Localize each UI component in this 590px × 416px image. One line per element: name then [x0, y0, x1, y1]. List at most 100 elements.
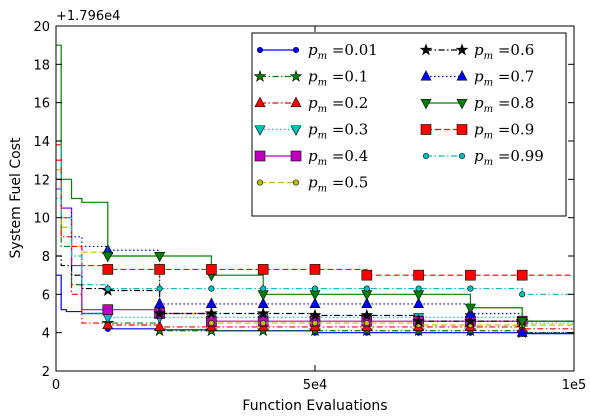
legend-marker	[456, 124, 468, 135]
series-0-99	[56, 140, 574, 298]
data-point	[311, 285, 319, 292]
legend-label: pm =0.01	[308, 41, 378, 62]
y-axis-title: System Fuel Cost	[8, 137, 24, 258]
legend-entry: pm =0.7	[420, 68, 534, 89]
data-point	[516, 326, 528, 337]
y-tick-label: 12	[33, 173, 50, 188]
legend-entry: pm =0.6	[419, 41, 534, 62]
legend-label: pm =0.6	[474, 41, 534, 62]
data-point	[413, 269, 424, 281]
data-point	[153, 306, 166, 319]
data-point	[154, 251, 166, 263]
y-tick-label: 8	[42, 250, 50, 265]
y-tick-label: 16	[33, 97, 50, 112]
data-point	[102, 264, 114, 275]
data-point	[361, 290, 373, 301]
data-point	[308, 308, 322, 321]
legend-marker	[292, 46, 300, 54]
legend-label: pm =0.5	[308, 174, 368, 195]
data-point	[464, 314, 477, 327]
data-point	[257, 264, 269, 275]
data-point	[102, 318, 114, 330]
legend-marker	[290, 96, 302, 108]
x-axis-title: Function Evaluations	[242, 398, 387, 414]
data-point	[256, 306, 270, 319]
data-point	[516, 269, 528, 281]
data-point	[516, 317, 528, 328]
legend-label: pm =0.9	[474, 121, 534, 142]
legend-marker	[292, 179, 300, 186]
legend-marker	[254, 125, 266, 136]
series-layer	[56, 44, 574, 339]
data-point	[260, 320, 267, 327]
data-point	[519, 291, 526, 298]
data-point	[360, 308, 374, 321]
legend-marker	[420, 124, 432, 135]
legend-label: pm =0.8	[474, 94, 534, 115]
legend-entry: pm =0.1	[253, 68, 368, 89]
legend-marker	[419, 43, 433, 56]
legend-marker	[256, 46, 264, 54]
legend-marker	[420, 70, 432, 81]
legend-entry: pm =0.4	[254, 147, 368, 168]
legend-marker	[256, 179, 264, 186]
y-tick-label: 4	[42, 327, 50, 342]
legend-entry: pm =0.01	[256, 41, 378, 62]
legend-marker	[289, 69, 303, 82]
data-point	[309, 290, 321, 301]
x-tick-label: 1e5	[562, 378, 587, 393]
legend-marker	[254, 150, 266, 162]
data-point	[311, 320, 319, 327]
data-point	[363, 320, 370, 327]
legend-entry: pm =0.5	[256, 174, 368, 195]
legend-marker	[456, 98, 468, 110]
legend-marker	[420, 98, 432, 110]
data-point	[309, 297, 321, 308]
y-tick-label: 14	[33, 135, 50, 150]
y-tick-label: 18	[33, 58, 50, 73]
data-point	[467, 285, 474, 292]
data-point	[154, 320, 166, 331]
legend-label: pm =0.1	[308, 68, 368, 89]
ticks-layer: 0 5e4 1e5 2 4 6 8 10 12 14 16 18 20	[33, 20, 586, 393]
legend-entry: pm =0.3	[254, 121, 368, 142]
legend-label: pm =0.4	[308, 147, 368, 168]
legend-label: pm =0.99	[474, 147, 544, 168]
legend-marker	[458, 152, 466, 160]
data-point	[208, 320, 215, 327]
data-point	[413, 290, 425, 301]
data-point	[205, 297, 217, 308]
legend-marker	[422, 152, 430, 160]
data-point	[104, 285, 111, 292]
data-point	[260, 285, 267, 292]
legend-label: pm =0.3	[308, 121, 368, 142]
legend-entry: pm =0.9	[420, 121, 534, 142]
data-point	[154, 264, 165, 275]
y-tick-label: 6	[42, 288, 50, 303]
legend-entry: pm =0.8	[420, 94, 534, 115]
data-point	[208, 285, 215, 292]
data-point	[257, 290, 269, 301]
legend-label: pm =0.2	[308, 94, 368, 115]
legend-marker	[456, 70, 468, 81]
offset-label: +1.796e4	[56, 9, 120, 24]
data-point	[361, 269, 373, 281]
data-point	[415, 285, 422, 292]
legend-marker	[290, 150, 302, 162]
legend-marker	[455, 43, 469, 56]
legend-entry: pm =0.2	[254, 94, 368, 115]
data-point	[156, 285, 163, 292]
legend-marker	[290, 125, 302, 136]
x-tick-label: 5e4	[303, 378, 328, 393]
legend-marker	[254, 96, 266, 108]
legend-box	[251, 32, 567, 217]
data-point	[363, 285, 370, 292]
data-point	[412, 314, 425, 327]
data-point	[102, 251, 114, 263]
data-point	[257, 297, 269, 308]
legend-entry: pm =0.99	[422, 147, 544, 168]
data-point	[413, 297, 425, 308]
y-tick-label: 20	[33, 20, 50, 35]
data-point	[465, 269, 476, 281]
